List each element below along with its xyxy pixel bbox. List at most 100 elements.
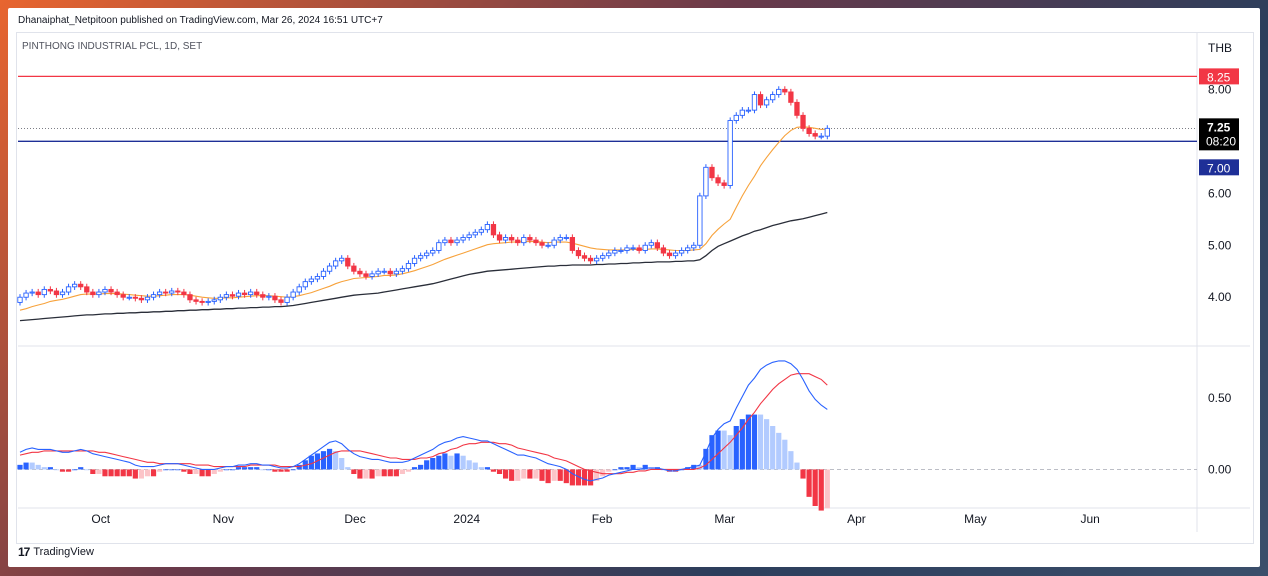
- macd-histogram-bar: [229, 469, 236, 471]
- macd-histogram-bar: [496, 469, 503, 474]
- candle-body: [824, 127, 830, 137]
- macd-histogram-bar: [503, 469, 509, 479]
- candle-body: [442, 239, 448, 244]
- candle-body: [71, 283, 78, 288]
- macd-histogram-bar: [575, 469, 582, 486]
- candle-body: [332, 260, 339, 267]
- time-tick-label: Nov: [213, 512, 234, 526]
- macd-histogram-bar: [800, 469, 806, 479]
- candle-body: [175, 290, 181, 293]
- candle-body: [272, 295, 278, 301]
- candle-body: [727, 120, 733, 186]
- macd-histogram-bar: [199, 469, 205, 477]
- macd-histogram-bar: [472, 462, 478, 470]
- candle-body: [776, 88, 782, 96]
- macd-histogram-bar: [727, 435, 733, 470]
- macd-histogram-bar: [272, 469, 278, 472]
- macd-histogram-bar: [430, 458, 436, 470]
- candle-body: [636, 247, 642, 251]
- candle-body: [284, 296, 290, 303]
- macd-histogram-bar: [751, 414, 758, 470]
- macd-histogram-bar: [745, 414, 751, 470]
- macd-histogram-bar: [345, 467, 351, 470]
- candle-body: [436, 242, 442, 251]
- macd-histogram-bar: [739, 419, 745, 470]
- candle-body: [345, 257, 351, 267]
- candle-body: [320, 270, 327, 277]
- macd-histogram-bar: [339, 458, 345, 470]
- macd-histogram-bar: [17, 464, 23, 470]
- macd-histogram-bar: [527, 469, 533, 479]
- candle-body: [624, 247, 630, 251]
- price-tick-label: 4.00: [1208, 290, 1232, 304]
- candle-body: [114, 291, 120, 296]
- macd-histogram-bar: [411, 467, 418, 470]
- macd-histogram-bar: [241, 467, 248, 470]
- candle-body: [41, 288, 47, 296]
- chart-area[interactable]: [16, 32, 1254, 544]
- macd-histogram-bar: [102, 469, 108, 477]
- candle-body: [509, 237, 515, 241]
- macd-histogram-bar: [757, 414, 764, 470]
- macd-histogram-bar: [594, 469, 600, 481]
- macd-histogram-bar: [484, 467, 490, 470]
- macd-histogram-bar: [636, 467, 642, 470]
- macd-histogram-bar: [424, 460, 430, 470]
- currency-label[interactable]: THB: [1208, 41, 1232, 55]
- macd-histogram-bar: [405, 469, 412, 472]
- macd-histogram-bar: [175, 469, 181, 471]
- tradingview-logo[interactable]: 17 TradingView: [18, 545, 94, 559]
- macd-histogram-bar: [290, 469, 296, 471]
- candle-body: [169, 290, 175, 294]
- macd-histogram-bar: [824, 469, 830, 509]
- candle-body: [205, 300, 211, 303]
- macd-histogram-bar: [563, 469, 569, 484]
- candle-body: [594, 257, 600, 262]
- macd-histogram-bar: [794, 462, 800, 470]
- candle-body: [357, 270, 363, 275]
- time-tick-label: Apr: [847, 512, 866, 526]
- candle-body: [721, 182, 727, 186]
- macd-histogram-bar: [606, 469, 612, 472]
- macd-histogram-bar: [181, 469, 187, 472]
- candle-body: [648, 242, 654, 246]
- candle-body: [527, 237, 533, 241]
- macd-histogram-bar: [806, 469, 812, 497]
- macd-histogram-bar: [478, 467, 484, 470]
- macd-histogram-bar: [697, 464, 703, 470]
- candle-body: [430, 250, 436, 254]
- macd-histogram-bar: [363, 469, 369, 479]
- candle-body: [448, 239, 454, 244]
- candle-body: [600, 255, 606, 259]
- candle-body: [691, 244, 697, 249]
- candle-body: [709, 166, 715, 179]
- candle-body: [59, 291, 66, 296]
- macd-histogram-bar: [254, 467, 260, 470]
- candle-body: [187, 294, 193, 301]
- macd-signal-line: [19, 373, 828, 475]
- macd-histogram-bar: [642, 464, 648, 470]
- candle-body: [193, 299, 199, 302]
- candle-body: [496, 234, 503, 241]
- candle-body: [108, 288, 114, 293]
- ema-fast-line: [19, 126, 828, 311]
- candle-body: [181, 291, 187, 296]
- candle-body: [266, 295, 272, 298]
- candle-body: [800, 114, 806, 129]
- macd-histogram-bar: [466, 460, 472, 470]
- macd-histogram-bar: [788, 451, 794, 470]
- candle-body: [132, 296, 138, 299]
- candle-body: [672, 252, 679, 257]
- last-price-label-bg: [1199, 118, 1239, 151]
- candle-body: [29, 291, 35, 294]
- macd-line: [19, 360, 828, 482]
- candle-body: [612, 250, 618, 254]
- candle-body: [660, 247, 667, 254]
- macd-histogram-bar: [308, 455, 314, 470]
- macd-histogram-bar: [818, 469, 824, 511]
- candle-body: [241, 292, 248, 296]
- candle-body: [339, 257, 345, 262]
- candle-body: [685, 247, 691, 251]
- candle-body: [630, 247, 636, 250]
- macd-histogram-bar: [515, 469, 521, 481]
